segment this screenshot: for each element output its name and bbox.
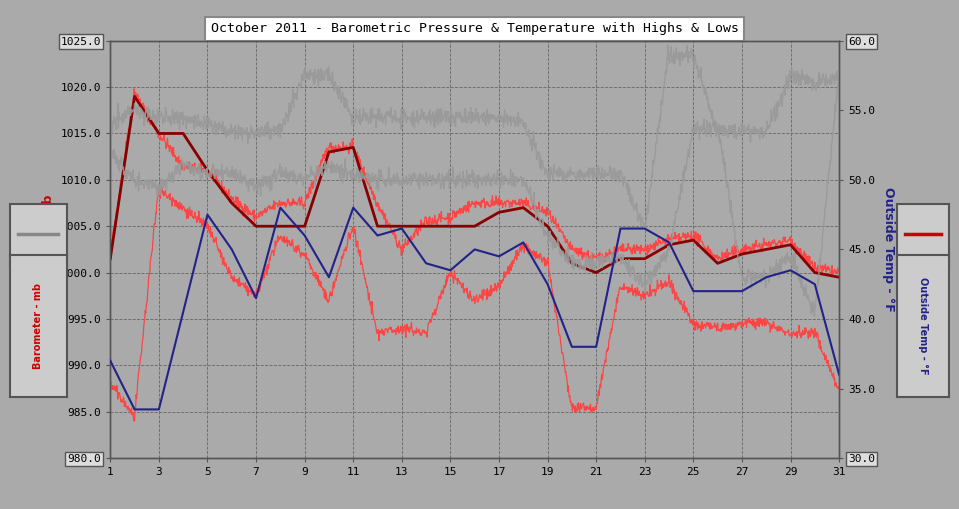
Y-axis label: Outside Temp - °F: Outside Temp - °F bbox=[881, 187, 895, 312]
Y-axis label: Barometer - mb: Barometer - mb bbox=[42, 194, 56, 304]
Text: Barometer - mb: Barometer - mb bbox=[34, 283, 43, 369]
Text: Outside Temp - °F: Outside Temp - °F bbox=[918, 277, 928, 375]
Title: October 2011 - Barometric Pressure & Temperature with Highs & Lows: October 2011 - Barometric Pressure & Tem… bbox=[211, 22, 738, 36]
